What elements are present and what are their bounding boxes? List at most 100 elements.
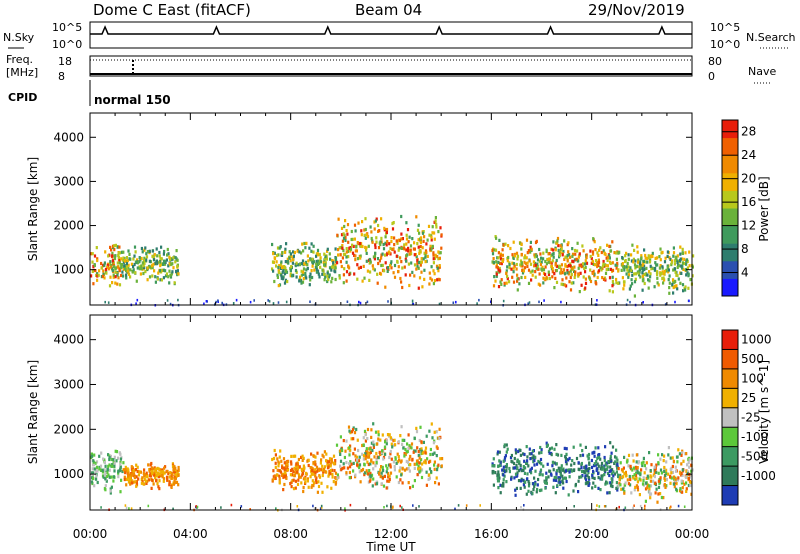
- colorbar-swatch: [722, 427, 738, 448]
- echo-cell: [334, 256, 338, 260]
- echo-cell: [401, 285, 404, 290]
- echo-cell: [566, 271, 569, 275]
- echo-cell: [176, 471, 179, 475]
- echo-cell: [591, 474, 594, 478]
- echo-cell: [278, 469, 281, 473]
- echo-cell: [499, 261, 502, 265]
- echo-cell: [365, 246, 368, 250]
- echo-cell: [556, 239, 559, 243]
- echo-cell: [515, 262, 518, 267]
- echo-cell: [152, 482, 155, 486]
- echo-cell: [627, 275, 630, 279]
- echo-cell: [366, 300, 369, 304]
- echo-cell: [385, 227, 389, 232]
- echo-cell: [433, 467, 436, 471]
- echo-cell: [341, 239, 344, 243]
- echo-cell: [597, 453, 600, 457]
- echo-cell: [513, 476, 516, 480]
- echo-cell: [94, 269, 97, 273]
- echo-cell: [559, 466, 563, 470]
- echo-cell: [168, 281, 171, 285]
- echo-cell: [149, 467, 152, 471]
- echo-cell: [416, 261, 419, 265]
- echo-cell: [319, 461, 322, 465]
- echo-cell: [102, 475, 105, 479]
- echo-cell: [634, 485, 637, 489]
- echo-cell: [157, 485, 160, 489]
- echo-cell: [615, 251, 618, 255]
- echo-cell: [135, 279, 138, 283]
- echo-cell: [423, 235, 426, 239]
- echo-cell: [361, 244, 364, 249]
- echo-cell: [277, 267, 280, 271]
- echo-cell: [608, 491, 611, 495]
- echo-cell: [297, 457, 300, 462]
- echo-cell: [312, 461, 315, 465]
- echo-cell: [143, 473, 147, 477]
- echo-cell: [323, 263, 326, 267]
- echo-cell: [339, 435, 342, 439]
- echo-cell: [355, 455, 359, 459]
- echo-cell: [135, 484, 138, 488]
- echo-cell: [571, 252, 575, 256]
- echo-cell: [557, 244, 560, 248]
- echo-cell: [314, 463, 317, 467]
- echo-cell: [375, 458, 378, 462]
- echo-cell: [652, 479, 655, 483]
- echo-cell: [587, 470, 590, 474]
- echo-cell: [417, 453, 420, 458]
- echo-cell: [417, 238, 420, 242]
- echo-cell: [361, 220, 364, 224]
- echo-cell: [656, 256, 659, 260]
- y-tick-label: 2000: [53, 219, 84, 233]
- echo-cell: [416, 258, 419, 263]
- echo-cell: [668, 286, 671, 290]
- echo-cell: [299, 275, 302, 279]
- echo-cell: [409, 248, 412, 252]
- echo-cell: [431, 244, 434, 248]
- echo-cell: [566, 259, 569, 263]
- echo-cell: [433, 237, 436, 241]
- echo-cell: [403, 454, 406, 458]
- echo-cell: [143, 266, 146, 270]
- echo-cell: [124, 468, 127, 472]
- echo-cell: [591, 486, 594, 490]
- echo-cell: [292, 487, 296, 491]
- echo-cell: [302, 270, 305, 274]
- echo-cell: [592, 464, 596, 468]
- echo-cell: [96, 480, 99, 485]
- echo-cell: [533, 264, 536, 268]
- echo-cell: [438, 256, 441, 260]
- echo-cell: [320, 481, 323, 485]
- echo-cell: [654, 491, 657, 495]
- echo-cell: [555, 443, 558, 447]
- echo-cell: [502, 465, 505, 469]
- echo-cell: [512, 256, 515, 260]
- echo-cell: [429, 276, 432, 280]
- echo-cell: [294, 486, 297, 490]
- echo-cell: [533, 253, 536, 257]
- echo-cell: [552, 485, 555, 489]
- echo-cell: [529, 262, 533, 266]
- echo-cell: [157, 271, 160, 275]
- nsearch-label: N.Search: [746, 31, 796, 44]
- echo-cell: [592, 237, 595, 241]
- echo-cell: [290, 462, 293, 466]
- echo-cell: [302, 468, 305, 472]
- echo-cell: [430, 247, 433, 251]
- echo-cell: [563, 446, 566, 450]
- echo-cell: [609, 261, 612, 265]
- echo-cell: [368, 447, 372, 451]
- echo-cell: [99, 464, 103, 468]
- y-tick-label: 3000: [53, 377, 84, 391]
- echo-cell: [166, 253, 169, 257]
- echo-cell: [512, 266, 515, 270]
- echo-cell: [520, 469, 523, 473]
- echo-cell: [370, 236, 373, 241]
- echo-cell: [110, 475, 113, 479]
- echo-cell: [636, 488, 640, 492]
- echo-cell: [325, 257, 328, 261]
- echo-cell: [125, 506, 128, 510]
- echo-cell: [138, 265, 141, 269]
